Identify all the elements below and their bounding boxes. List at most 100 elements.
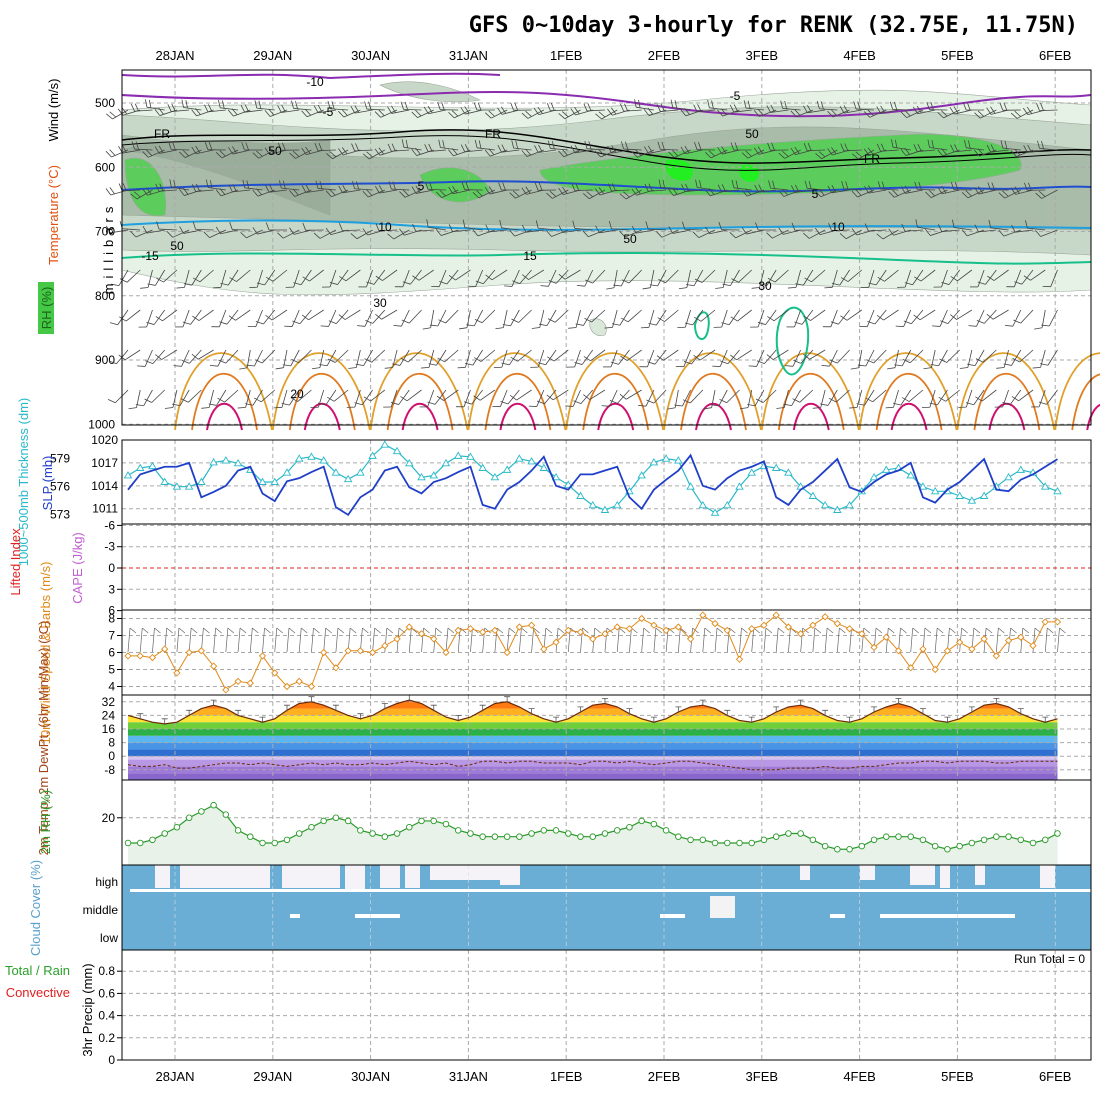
thickness-point: [820, 500, 830, 509]
wind-barb-flag: [239, 367, 248, 370]
wind-barb-flag: [594, 188, 601, 196]
wind-barb-flag: [561, 149, 568, 156]
wind-barb-flag: [415, 147, 421, 155]
wind10m-point: [148, 653, 157, 662]
wind-barb: [410, 269, 422, 285]
wind-barb-flag: [937, 186, 943, 194]
wind-barb: [209, 229, 227, 238]
isotherm-25: [1071, 373, 1100, 431]
wind10m-barb-flag: [313, 627, 320, 634]
rh2m-point: [210, 801, 217, 809]
thickness-point: [1004, 472, 1013, 481]
wind-barb-flag: [429, 181, 433, 190]
wind-barb: [219, 309, 227, 327]
wind-barb: [844, 109, 862, 114]
wind-barb-flag: [438, 139, 441, 148]
wind-barb: [187, 389, 202, 403]
rh2m-point: [1029, 839, 1037, 847]
wind-barb: [379, 229, 398, 232]
wind-barb-flag: [106, 113, 113, 120]
wind-barb-flag: [708, 150, 715, 157]
wind-barb-flag: [914, 181, 918, 190]
wind-barb: [584, 269, 594, 287]
wind-barb-flag: [827, 185, 833, 194]
isotherm-15-closed-2: [775, 306, 810, 376]
wind-barb-flag: [442, 140, 445, 149]
wind-barb-flag: [1003, 102, 1008, 111]
wind-barb: [354, 109, 373, 114]
panel-border: [121, 69, 1092, 426]
wind-barb-flag: [365, 320, 373, 324]
isotherm-30: [597, 402, 635, 431]
wind-barb: [227, 269, 239, 286]
wind-barb-flag: [903, 320, 912, 325]
wind-barb-flag: [720, 360, 729, 365]
wind-barb-flag: [268, 108, 275, 116]
wind-barb-flag: [790, 147, 796, 155]
date-label-bottom: 31JAN: [449, 1069, 488, 1084]
wind-barb-flag: [169, 179, 172, 188]
wind-barb: [158, 228, 177, 231]
wind-barb-flag: [147, 283, 156, 286]
wind-barb-flag: [830, 109, 837, 116]
thickness-point: [722, 500, 732, 509]
wind-barb-flag: [950, 314, 957, 320]
rh2m-point: [760, 836, 768, 844]
wind-barb-flag: [729, 104, 735, 113]
wind10m-barb: [714, 627, 718, 653]
wind10m-point: [124, 652, 132, 660]
wind-barb: [182, 309, 190, 328]
wind-barb: [373, 269, 386, 285]
wind-barb-flag: [1014, 281, 1023, 285]
wind-barb-flag: [246, 364, 255, 367]
date-label-bottom: 6FEB: [1039, 1069, 1072, 1084]
wind-barb: [648, 149, 667, 154]
wind10m-barb-flag: [692, 627, 699, 634]
wind10m-barb: [1044, 627, 1048, 653]
rh2m-point: [675, 833, 682, 840]
wind-barb-flag: [242, 179, 246, 188]
wind-barb: [550, 109, 569, 112]
middle-cloud-gap: [830, 914, 845, 918]
minmax-marker: [993, 698, 1000, 705]
wind-barb-flag: [674, 404, 683, 407]
wind-barb-flag: [540, 285, 549, 287]
wind-barb-flag: [384, 367, 393, 369]
wind-barb-flag: [864, 223, 869, 232]
wind-barb-flag: [684, 108, 690, 115]
wind-barb: [721, 309, 728, 328]
wind-barb-flag: [128, 407, 137, 410]
wind-barb: [941, 189, 960, 195]
wind-barb: [317, 188, 336, 191]
wind-barb: [428, 109, 447, 115]
wind-barb-flag: [109, 149, 116, 156]
wind-barb: [325, 389, 337, 406]
wind-barb: [464, 227, 483, 231]
wind-barb: [757, 309, 765, 328]
wind-barb-flag: [827, 110, 834, 118]
wind-barb-flag: [269, 184, 274, 192]
wind-barb: [452, 229, 471, 232]
wind-barb-flag: [428, 363, 437, 366]
wind-barb-flag: [292, 320, 301, 325]
wind-barb-flag: [684, 322, 693, 326]
wind-barb: [271, 309, 288, 321]
isotherm-30: [499, 402, 537, 431]
wind-barb: [692, 309, 704, 326]
rh-band-low: [589, 318, 607, 336]
rh2m-point: [295, 830, 303, 837]
wind10m-barb-flag: [533, 627, 540, 634]
wind10m-point: [258, 652, 267, 660]
wind-barb-flag: [317, 402, 326, 406]
wind-barb-flag: [439, 281, 448, 285]
wind-barb-flag: [828, 397, 837, 403]
wind-barb-flag: [620, 141, 625, 150]
wind-barb: [636, 229, 654, 234]
wind-barb-flag: [354, 402, 363, 406]
wind-barb: [938, 349, 948, 366]
wind-barb: [343, 109, 361, 118]
wind-barb-flag: [827, 148, 833, 156]
wind-barb: [428, 349, 435, 368]
thickness-point: [674, 456, 683, 464]
wind-barb: [864, 389, 875, 406]
